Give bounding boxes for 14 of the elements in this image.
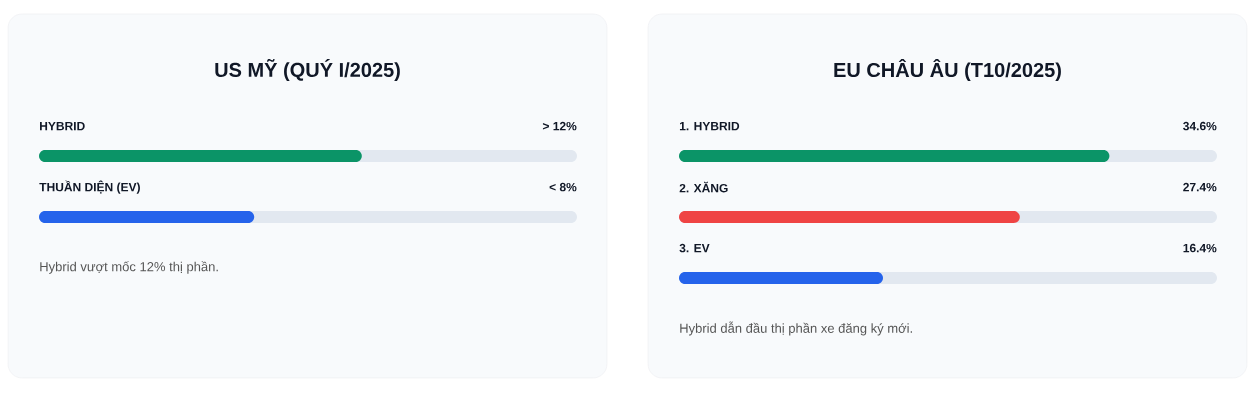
data-label: 27.4% <box>1183 182 1217 192</box>
y-tick-label: 3. EV <box>679 243 710 253</box>
y-tick-label: THUẦN DIỆN (EV) <box>39 180 140 194</box>
y-tick-label: HYBRID <box>40 121 85 131</box>
chart-title: EU CHÂU ÂU (T10/2025) <box>834 58 1061 82</box>
data-label: 16.4% <box>1183 243 1217 253</box>
data-label: 34.6% <box>1183 121 1217 131</box>
text: Hybrid vượt mốc 12% thị phần. <box>40 261 218 274</box>
data-label: > 12% <box>542 121 577 131</box>
data-label: < 8% <box>549 182 577 192</box>
text: Hybrid dẫn đầu thị phần xe đăng ký mới. <box>680 321 912 336</box>
y-tick-label: 1. HYBRID <box>679 121 740 131</box>
chart-title: US MỸ (QUÝ I/2025) <box>215 59 400 81</box>
y-tick-label: 2. XĂNG <box>679 181 728 193</box>
